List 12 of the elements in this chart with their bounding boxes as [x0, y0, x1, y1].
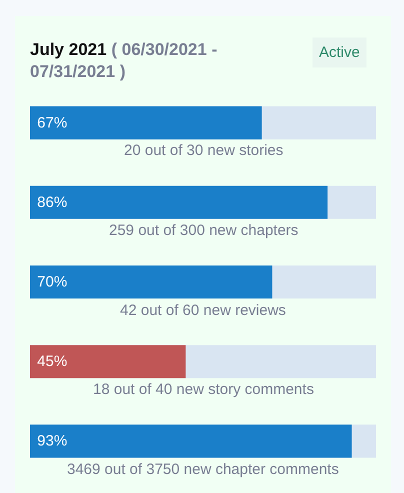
data-label: 70% — [33, 274, 68, 290]
y-tick-label: 3469 out of 3750 new chapter comments — [67, 461, 339, 478]
text: Active — [319, 44, 360, 61]
chart-title: July 2021 — [30, 40, 107, 59]
y-tick-label: 259 out of 300 new chapters — [109, 222, 298, 239]
y-tick-label: 18 out of 40 new story comments — [93, 381, 314, 398]
data-label: 86% — [33, 194, 68, 211]
y-tick-label: 42 out of 60 new reviews — [120, 302, 286, 319]
y-tick-label: 20 out of 30 new stories — [124, 142, 284, 159]
data-label: 93% — [33, 432, 68, 450]
data-label: 45% — [33, 353, 68, 370]
data-label: 67% — [33, 114, 68, 132]
